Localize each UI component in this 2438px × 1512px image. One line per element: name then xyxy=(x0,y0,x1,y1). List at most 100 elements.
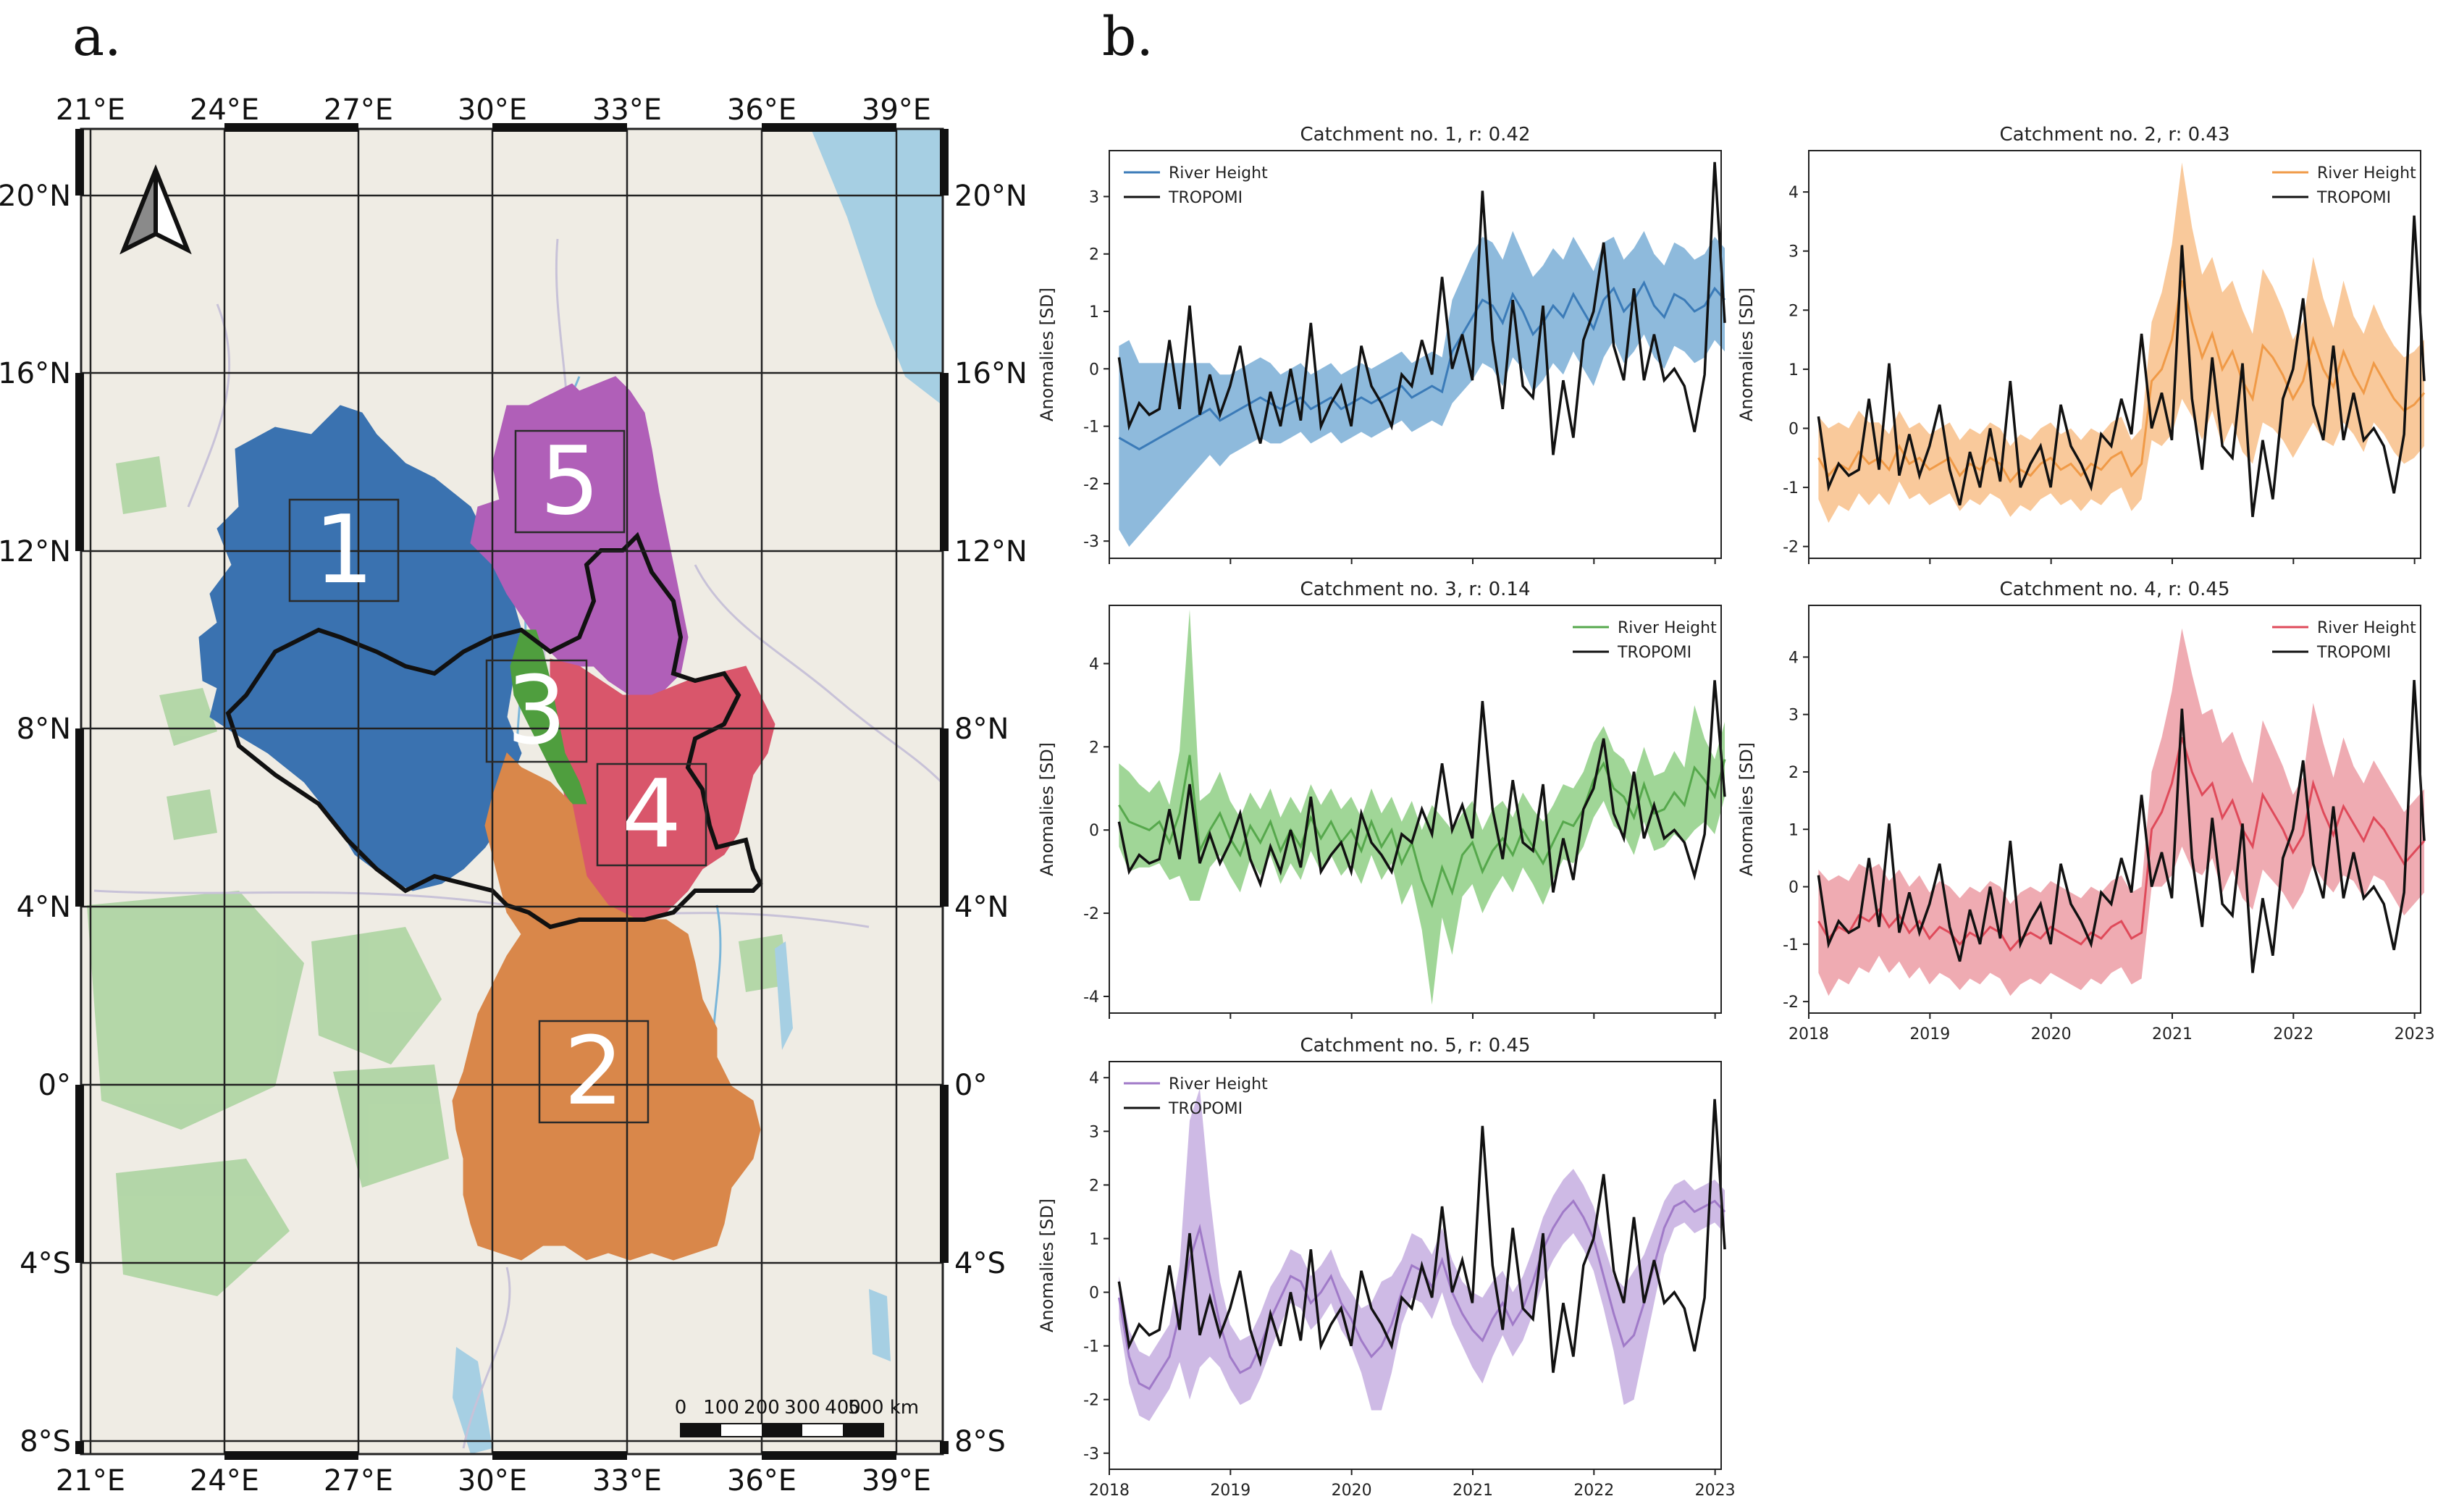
y-tick-label: -2 xyxy=(1083,1392,1099,1410)
x-tick-label: 2020 xyxy=(2031,1025,2072,1043)
tropomi-line xyxy=(1817,679,2426,973)
y-tick-label: 1 xyxy=(1788,821,1799,839)
y-axis-label: Anomalies [SD] xyxy=(1037,1198,1057,1332)
catchment-4-label: 4 xyxy=(622,759,682,869)
x-tick-label: 2022 xyxy=(2273,1025,2313,1043)
lat-label-right-6: 4°S xyxy=(954,1247,1006,1280)
catchment-3-box xyxy=(485,659,588,763)
y-tick-label: 3 xyxy=(1788,707,1799,725)
y-tick-label: -2 xyxy=(1783,539,1799,557)
scale-label-4: 400 xyxy=(825,1397,861,1419)
chart-title: Catchment no. 2, r: 0.43 xyxy=(2000,124,2230,146)
tropomi-line xyxy=(1817,215,2426,518)
x-tick-label: 2020 xyxy=(1332,1482,1372,1500)
y-tick-label: 3 xyxy=(1089,1123,1099,1141)
lon-label-top-0: 21°E xyxy=(56,93,125,127)
plot-frame xyxy=(1109,150,1722,559)
y-tick-label: 3 xyxy=(1788,243,1799,261)
lat-label-left-5: 0° xyxy=(38,1069,71,1102)
x-tick-label: 2023 xyxy=(1695,1482,1736,1500)
lat-label-right-4: 4°N xyxy=(954,891,1009,924)
frame-bar-left-2 xyxy=(75,728,84,907)
chart-title: Catchment no. 5, r: 0.45 xyxy=(1300,1035,1531,1057)
y-tick-label: -3 xyxy=(1083,533,1099,551)
frame-bar-left-1 xyxy=(75,373,84,551)
river-height-line xyxy=(1118,280,1726,451)
y-tick-label: -1 xyxy=(1083,1338,1099,1356)
plot-frame xyxy=(1808,605,2421,1014)
catchment-1-box xyxy=(288,498,400,602)
lat-label-left-1: 16°N xyxy=(0,357,71,390)
lon-label-bottom-4: 33°E xyxy=(592,1464,662,1498)
legend-river-label: River Height xyxy=(2317,164,2416,182)
frame-bar-top-1 xyxy=(492,123,627,132)
catchment-2-box xyxy=(538,1020,650,1124)
chart-1: Catchment no. 1, r: 0.42 Anomalies [SD] -3… xyxy=(1037,124,1726,564)
y-tick-label: 0 xyxy=(1788,879,1799,897)
frame-bar-left-0 xyxy=(75,129,84,196)
lon-label-top-1: 24°E xyxy=(190,93,259,127)
river-height-band xyxy=(1119,609,1725,1005)
river-height-band xyxy=(1818,628,2425,996)
map-frame-bars xyxy=(75,123,949,1460)
scale-label-0: 0 xyxy=(675,1397,687,1419)
frame-bar-bottom-0 xyxy=(224,1451,358,1460)
x-tick-label: 2022 xyxy=(1573,1482,1614,1500)
y-tick-label: 0 xyxy=(1089,822,1099,840)
legend-tropomi-label: TROPOMI xyxy=(1617,644,1691,662)
lat-label-right-0: 20°N xyxy=(954,180,1027,213)
y-axis-label: Anomalies [SD] xyxy=(1736,287,1757,421)
lon-label-top-4: 33°E xyxy=(592,93,662,127)
catchment-1-label: 1 xyxy=(314,495,374,605)
water-bodies xyxy=(453,129,943,1454)
y-tick-label: 4 xyxy=(1788,184,1799,202)
river-height-line xyxy=(1817,736,2426,952)
legend-tropomi-label: TROPOMI xyxy=(2316,189,2391,207)
chart-2: Catchment no. 2, r: 0.43 Anomalies [SD] -2… xyxy=(1736,124,2426,564)
x-tick-label: 2021 xyxy=(1453,1482,1493,1500)
lon-label-bottom-6: 39°E xyxy=(862,1464,931,1498)
x-tick-label: 2019 xyxy=(1210,1482,1250,1500)
lon-label-top-6: 39°E xyxy=(862,93,931,127)
plot-frame xyxy=(1109,605,1722,1014)
catchment-3-label: 3 xyxy=(507,655,567,765)
y-tick-label: 1 xyxy=(1788,361,1799,379)
catchment-labels: 1 2 34 5 xyxy=(288,426,707,1126)
y-tick-label: 4 xyxy=(1089,655,1099,673)
y-tick-label: -2 xyxy=(1083,905,1099,923)
panel-b-label: b. xyxy=(1102,6,1153,68)
lon-label-top-5: 36°E xyxy=(727,93,796,127)
lat-label-right-1: 16°N xyxy=(954,357,1027,390)
chart-title: Catchment no. 4, r: 0.45 xyxy=(2000,579,2230,600)
frame-bar-top-2 xyxy=(762,123,896,132)
y-tick-label: 1 xyxy=(1089,303,1099,322)
lat-label-right-2: 12°N xyxy=(954,535,1027,568)
scale-label-2: 200 xyxy=(744,1397,780,1419)
y-tick-label: 4 xyxy=(1788,649,1799,667)
y-tick-label: 2 xyxy=(1089,739,1099,757)
lat-label-left-2: 12°N xyxy=(0,535,71,568)
y-tick-label: 0 xyxy=(1788,420,1799,438)
map-grid xyxy=(81,129,943,1454)
x-tick-label: 2021 xyxy=(2152,1025,2193,1043)
legend-tropomi-label: TROPOMI xyxy=(2316,644,2391,662)
legend-tropomi-label: TROPOMI xyxy=(1168,1100,1243,1118)
lat-label-left-7: 8°S xyxy=(20,1425,71,1458)
frame-bar-left-3 xyxy=(75,1085,84,1263)
chart-5: Catchment no. 5, r: 0.45 Anomalies [SD] -3… xyxy=(1037,1035,1736,1500)
lon-label-bottom-2: 27°E xyxy=(324,1464,393,1498)
lon-label-top-3: 30°E xyxy=(458,93,527,127)
y-tick-label: -2 xyxy=(1783,994,1799,1012)
river-height-band xyxy=(1119,1088,1725,1421)
legend-river-label: River Height xyxy=(1169,1075,1268,1093)
lat-label-right-5: 0° xyxy=(954,1069,987,1102)
y-tick-label: 2 xyxy=(1788,302,1799,320)
legend-river-label: River Height xyxy=(2317,619,2416,637)
tropomi-line xyxy=(1117,1099,1726,1373)
map-axis-labels: 21°E 21°E 24°E 24°E 27°E 27°E 30°E 30°E 33°E 33°E… xyxy=(0,93,1027,1498)
catchment-4-box xyxy=(596,763,707,867)
catchment-5-box xyxy=(514,429,626,534)
chart-title: Catchment no. 3, r: 0.14 xyxy=(1300,579,1531,600)
y-axis-label: Anomalies [SD] xyxy=(1037,287,1057,421)
